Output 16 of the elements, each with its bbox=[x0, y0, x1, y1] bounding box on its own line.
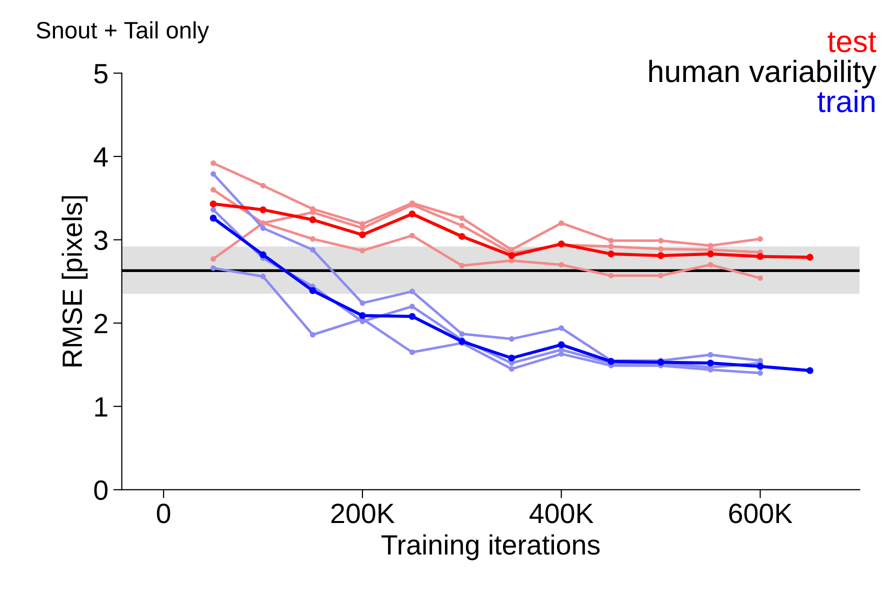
x-tick-label: 200K bbox=[331, 504, 395, 524]
ref-line-label: human variability bbox=[649, 60, 876, 88]
y-tick-label: 3 bbox=[94, 230, 108, 250]
y-tick-label: 1 bbox=[95, 397, 108, 416]
y-tick-label: 4 bbox=[94, 147, 108, 167]
y-tick-label: 0 bbox=[94, 480, 108, 500]
x-tick-label: 0 bbox=[156, 504, 170, 524]
y-tick-label: 2 bbox=[94, 314, 108, 334]
text: train bbox=[817, 90, 874, 112]
y-axis-title: RMSE [pixels] bbox=[62, 196, 88, 366]
y-tick-label: 5 bbox=[94, 64, 108, 84]
x-tick-label: 400K bbox=[530, 504, 594, 524]
x-axis-title: Training iterations bbox=[381, 534, 600, 560]
chart-title: Snout + Tail only bbox=[36, 21, 210, 44]
x-tick-label: 600K bbox=[729, 504, 792, 524]
text: test bbox=[828, 32, 876, 52]
